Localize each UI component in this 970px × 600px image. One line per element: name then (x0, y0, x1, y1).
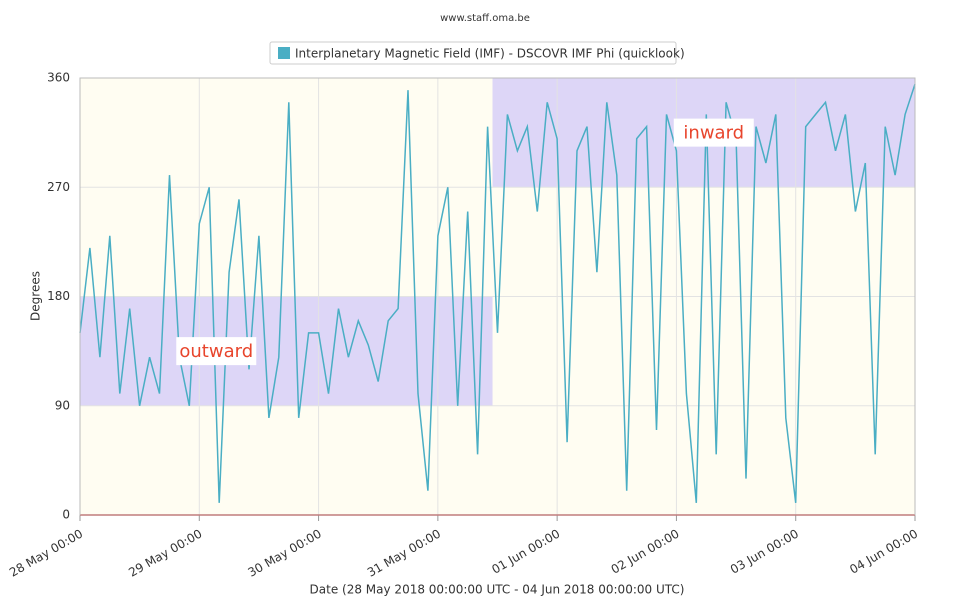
y-tick-label: 90 (55, 398, 70, 412)
data-line (79, 83, 916, 503)
x-tick-label: 04 Jun 00:00 (847, 527, 920, 577)
x-tick-label: 02 Jun 00:00 (609, 527, 682, 577)
legend[interactable]: Interplanetary Magnetic Field (IMF) - DS… (269, 41, 685, 65)
x-tick-label: 03 Jun 00:00 (728, 527, 801, 577)
y-tick-label: 0 (62, 508, 70, 522)
x-tick-label: 31 May 00:00 (365, 527, 443, 580)
band-annotation: outward (176, 337, 257, 366)
annotation-label: outward (179, 341, 253, 362)
annotation-label: inward (683, 123, 744, 144)
annotation-box (673, 118, 754, 147)
header: www.staff.oma.be (440, 13, 530, 24)
legend-label[interactable]: Interplanetary Magnetic Field (IMF) - DS… (295, 47, 685, 61)
plot-border (79, 77, 916, 516)
y-axis-label: Degrees (29, 271, 43, 321)
y-tick-label: 180 (47, 289, 70, 303)
legend-box (269, 41, 677, 65)
y-tick-label: 360 (47, 71, 70, 85)
x-tick-label: 29 May 00:00 (126, 527, 204, 580)
x-axis-label: Date (28 May 2018 00:00:00 UTC - 04 Jun … (310, 583, 685, 597)
legend-swatch (278, 47, 290, 59)
x-tick-label: 01 Jun 00:00 (489, 527, 562, 577)
plot-band (80, 296, 493, 406)
x-tick-label: 30 May 00:00 (246, 527, 324, 580)
x-tick-label: 28 May 00:00 (7, 527, 85, 580)
annotation-box (176, 337, 257, 366)
band-annotation: inward (673, 118, 754, 147)
y-tick-label: 270 (47, 180, 70, 194)
